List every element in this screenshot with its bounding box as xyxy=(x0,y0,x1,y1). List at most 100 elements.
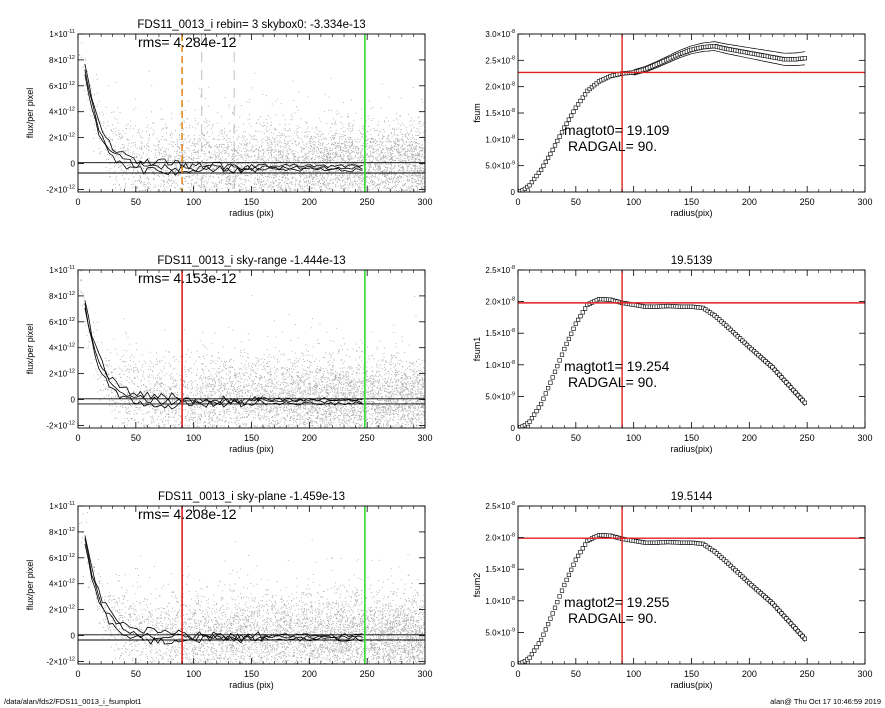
scatter-point xyxy=(348,193,349,194)
scatter-point xyxy=(270,144,272,145)
scatter-point xyxy=(231,163,233,165)
scatter-point xyxy=(367,176,369,178)
scatter-point xyxy=(358,160,360,161)
scatter-point xyxy=(205,121,207,123)
scatter-point xyxy=(321,177,322,179)
scatter-point xyxy=(267,153,269,155)
scatter-point xyxy=(318,142,320,144)
scatter-point xyxy=(320,134,322,136)
scatter-point xyxy=(274,194,275,195)
scatter-point xyxy=(331,182,333,184)
scatter-point xyxy=(225,139,227,141)
scatter-point xyxy=(365,158,367,160)
scatter-point xyxy=(164,190,166,192)
scatter-point xyxy=(141,181,142,182)
scatter-point xyxy=(418,167,420,169)
scatter-point xyxy=(112,124,113,126)
scatter-point xyxy=(145,171,147,173)
scatter-point xyxy=(323,185,325,187)
scatter-point xyxy=(165,171,167,173)
scatter-point xyxy=(409,179,410,181)
scatter-point xyxy=(327,219,328,220)
scatter-point xyxy=(327,160,329,162)
scatter-point xyxy=(318,160,320,162)
scatter-point xyxy=(133,142,135,144)
scatter-point xyxy=(162,185,164,187)
scatter-point xyxy=(263,164,264,166)
scatter-point xyxy=(378,153,380,155)
scatter-point xyxy=(395,177,397,179)
scatter-point xyxy=(298,226,299,227)
scatter-point xyxy=(172,160,174,162)
scatter-point xyxy=(279,171,281,172)
scatter-point xyxy=(299,180,301,182)
scatter-point xyxy=(376,194,377,195)
scatter-point xyxy=(347,164,349,166)
scatter-point xyxy=(352,194,353,195)
scatter-point xyxy=(130,161,131,163)
scatter-point xyxy=(343,151,345,152)
scatter-point xyxy=(417,177,419,178)
scatter-point xyxy=(365,181,367,182)
scatter-point xyxy=(338,185,339,187)
scatter-point xyxy=(345,134,346,136)
scatter-point xyxy=(294,140,296,142)
scatter-point xyxy=(322,142,324,144)
scatter-point xyxy=(417,171,419,173)
scatter-point xyxy=(192,141,194,143)
scatter-point xyxy=(303,162,305,164)
scatter-point xyxy=(259,184,261,186)
scatter-point xyxy=(242,188,244,190)
scatter-point xyxy=(402,134,403,135)
scatter-point xyxy=(284,174,286,175)
scatter-point xyxy=(412,164,414,166)
scatter-point xyxy=(235,190,237,192)
scatter-point xyxy=(337,145,339,147)
scatter-point xyxy=(289,146,291,148)
scatter-point xyxy=(159,154,160,156)
scatter-point xyxy=(383,149,384,150)
scatter-point xyxy=(354,211,355,212)
scatter-point xyxy=(326,203,327,204)
scatter-point xyxy=(271,142,273,144)
scatter-point xyxy=(357,163,359,165)
scatter-point xyxy=(186,118,188,120)
scatter-point xyxy=(169,155,171,156)
scatter-point xyxy=(399,144,400,146)
scatter-point xyxy=(324,93,326,95)
scatter-point xyxy=(153,132,155,134)
scatter-point xyxy=(262,177,264,179)
scatter-point xyxy=(398,155,400,157)
scatter-point xyxy=(215,182,217,184)
scatter-point xyxy=(407,180,409,182)
scatter-point xyxy=(197,178,198,179)
scatter-point xyxy=(399,156,401,158)
scatter-point xyxy=(85,25,86,26)
scatter-point xyxy=(185,142,187,144)
scatter-point xyxy=(178,137,180,139)
scatter-point xyxy=(343,148,345,149)
scatter-point xyxy=(257,161,259,163)
scatter-point xyxy=(392,159,394,161)
scatter-point xyxy=(228,165,230,167)
scatter-point xyxy=(321,167,323,169)
scatter-point xyxy=(362,145,364,147)
scatter-point xyxy=(411,138,413,139)
scatter-point xyxy=(301,147,303,148)
scatter-point xyxy=(234,126,236,128)
scatter-point xyxy=(319,155,320,157)
scatter-point xyxy=(137,163,139,165)
scatter-point xyxy=(349,122,351,124)
scatter-point xyxy=(212,132,214,134)
scatter-point xyxy=(329,156,331,157)
scatter-point xyxy=(222,196,223,197)
scatter-point xyxy=(361,134,363,135)
scatter-point xyxy=(274,167,276,169)
scatter-point xyxy=(368,170,369,172)
scatter-point xyxy=(414,149,415,151)
scatter-point xyxy=(259,170,261,172)
scatter-point xyxy=(132,151,134,153)
scatter-point xyxy=(408,163,410,165)
scatter-point xyxy=(332,201,333,202)
scatter-point xyxy=(237,159,239,161)
